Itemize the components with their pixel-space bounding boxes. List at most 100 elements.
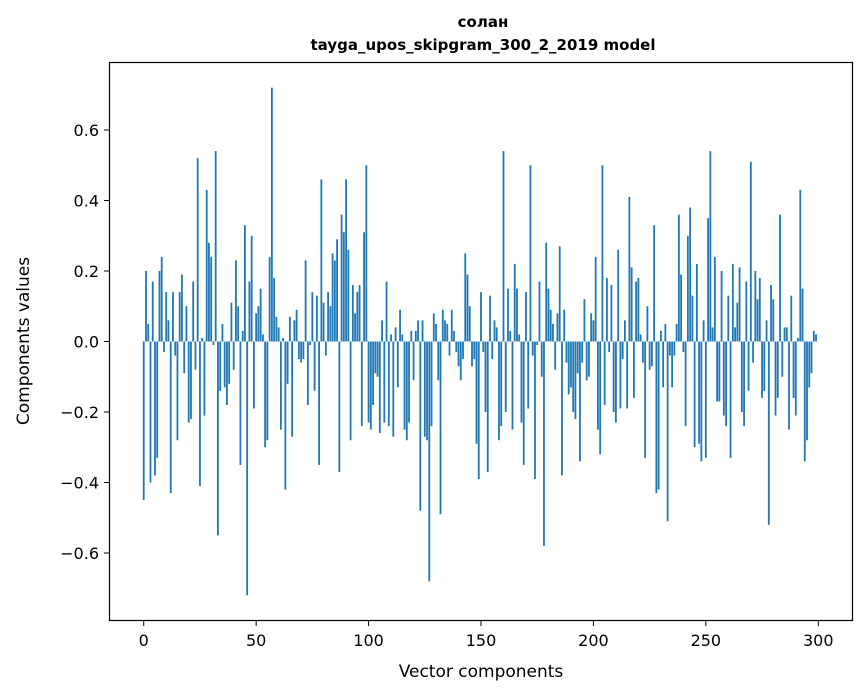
bar bbox=[493, 320, 496, 342]
bar bbox=[608, 341, 611, 353]
bar bbox=[806, 341, 808, 441]
bar bbox=[358, 285, 361, 342]
bar bbox=[250, 235, 253, 342]
x-tick-label: 150 bbox=[466, 631, 497, 650]
bar bbox=[740, 341, 743, 413]
bar bbox=[563, 309, 566, 342]
bar bbox=[441, 309, 444, 342]
bar bbox=[403, 341, 406, 430]
bar bbox=[163, 341, 165, 353]
bar bbox=[691, 295, 694, 342]
bar bbox=[396, 341, 399, 388]
bar bbox=[799, 189, 802, 342]
bar bbox=[491, 341, 494, 360]
bar bbox=[612, 341, 615, 413]
bar bbox=[239, 341, 242, 465]
bar bbox=[653, 225, 656, 342]
bar bbox=[468, 306, 471, 342]
bar bbox=[684, 341, 687, 427]
bar bbox=[477, 341, 480, 479]
bar bbox=[801, 288, 804, 342]
bar bbox=[208, 242, 210, 342]
bar bbox=[718, 341, 721, 402]
y-tick-label: 0.2 bbox=[74, 262, 99, 281]
bar bbox=[659, 330, 662, 342]
bar bbox=[610, 285, 613, 342]
bar bbox=[331, 253, 334, 342]
x-tick-label: 250 bbox=[691, 631, 722, 650]
bar bbox=[297, 341, 300, 360]
bar bbox=[489, 295, 491, 342]
bar bbox=[698, 341, 700, 444]
bar bbox=[190, 341, 192, 420]
bar bbox=[567, 341, 570, 395]
bar bbox=[381, 320, 383, 342]
bar bbox=[178, 292, 181, 342]
bar bbox=[682, 341, 685, 353]
bar bbox=[727, 295, 730, 342]
bar bbox=[160, 256, 163, 342]
bar bbox=[313, 341, 316, 391]
bar bbox=[763, 341, 766, 391]
bar bbox=[552, 323, 554, 342]
bar bbox=[414, 330, 417, 342]
bar bbox=[255, 313, 258, 342]
bar bbox=[453, 330, 455, 342]
bar bbox=[716, 341, 718, 402]
bar bbox=[376, 341, 379, 377]
bar bbox=[615, 341, 617, 423]
bar bbox=[228, 341, 231, 384]
bar bbox=[810, 341, 813, 374]
x-tick-label: 50 bbox=[246, 631, 266, 650]
bar bbox=[729, 341, 732, 458]
bar bbox=[459, 341, 462, 381]
bar bbox=[268, 256, 271, 342]
bar bbox=[547, 288, 550, 342]
bar bbox=[758, 278, 761, 342]
bar bbox=[808, 341, 811, 388]
y-axis: −0.6 −0.4 −0.2 0.0 0.2 0.4 0.6 bbox=[60, 121, 110, 563]
bar bbox=[257, 306, 260, 342]
bar bbox=[284, 341, 287, 490]
bar bbox=[522, 341, 525, 465]
bar bbox=[475, 341, 478, 444]
bar bbox=[374, 341, 377, 374]
bar bbox=[646, 306, 649, 342]
bar bbox=[671, 341, 674, 388]
bar bbox=[520, 341, 523, 423]
bar bbox=[689, 207, 692, 342]
bar bbox=[401, 334, 404, 342]
bar bbox=[156, 341, 159, 458]
bar bbox=[405, 341, 408, 441]
bar bbox=[803, 341, 806, 462]
bar bbox=[754, 270, 757, 342]
bar bbox=[378, 341, 381, 434]
bar bbox=[574, 341, 577, 420]
bar bbox=[648, 341, 651, 370]
bar bbox=[293, 320, 296, 342]
bar bbox=[142, 341, 145, 501]
bar bbox=[603, 341, 606, 405]
bar bbox=[457, 341, 460, 367]
bar bbox=[264, 341, 267, 448]
bar bbox=[776, 341, 779, 398]
bar bbox=[534, 341, 536, 479]
bar bbox=[333, 260, 336, 342]
bar bbox=[592, 320, 595, 342]
bar bbox=[761, 341, 763, 398]
chart-subtitle: tayga_upos_skipgram_300_2_2019 model bbox=[311, 36, 656, 54]
bar bbox=[455, 341, 458, 353]
bar bbox=[259, 288, 262, 342]
bar bbox=[392, 341, 395, 437]
bar bbox=[158, 270, 161, 342]
bar bbox=[244, 225, 246, 342]
bar bbox=[792, 341, 795, 398]
bar bbox=[149, 341, 152, 483]
bar bbox=[387, 341, 390, 427]
bar bbox=[693, 341, 696, 448]
bar bbox=[630, 267, 633, 342]
bar bbox=[196, 158, 199, 342]
bar bbox=[635, 281, 638, 342]
bar bbox=[545, 242, 548, 342]
